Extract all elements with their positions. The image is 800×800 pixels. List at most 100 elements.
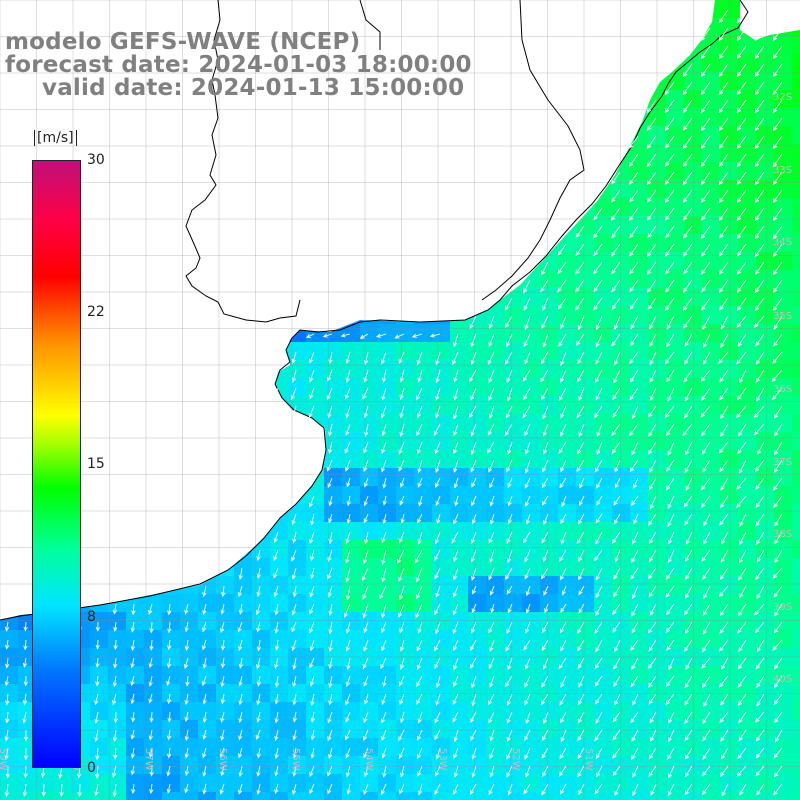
wind-arrow bbox=[646, 117, 657, 131]
wind-arrow bbox=[363, 621, 369, 634]
wind-cell bbox=[360, 450, 379, 469]
wind-arrow bbox=[398, 603, 405, 618]
wind-arrow bbox=[684, 513, 693, 526]
wind-cell bbox=[324, 468, 343, 487]
wind-arrow bbox=[718, 189, 729, 204]
wind-cell bbox=[612, 666, 631, 685]
wind-cell bbox=[774, 234, 793, 253]
wind-cell bbox=[396, 594, 415, 613]
wind-arrow bbox=[718, 279, 729, 293]
wind-cell bbox=[450, 738, 469, 757]
wind-cell bbox=[540, 522, 559, 541]
wind-arrow bbox=[238, 675, 243, 687]
wind-arrow bbox=[506, 369, 513, 384]
wind-cell bbox=[432, 504, 451, 523]
wind-arrow bbox=[631, 747, 639, 761]
wind-cell bbox=[288, 702, 307, 721]
wind-cell bbox=[756, 144, 775, 163]
wind-arrow bbox=[736, 225, 747, 240]
wind-cell bbox=[522, 756, 541, 775]
wind-cell bbox=[108, 720, 127, 739]
wind-arrow bbox=[524, 423, 531, 437]
wind-arrow bbox=[700, 225, 711, 240]
wind-arrow bbox=[721, 783, 729, 797]
wind-arrow bbox=[237, 621, 243, 633]
wind-arrow bbox=[417, 711, 423, 724]
wind-arrow bbox=[309, 675, 315, 687]
wind-arrow bbox=[718, 585, 729, 598]
lon-label: 54W bbox=[363, 748, 374, 771]
wind-cell bbox=[342, 450, 361, 469]
wind-cell bbox=[90, 792, 109, 800]
wind-arrow bbox=[41, 783, 46, 797]
wind-cell bbox=[414, 594, 433, 613]
wind-arrow bbox=[453, 765, 459, 778]
wind-arrow bbox=[487, 693, 495, 706]
wind-cell bbox=[774, 252, 793, 271]
wind-cell bbox=[288, 792, 307, 800]
wind-cell bbox=[468, 396, 487, 415]
wind-arrow bbox=[541, 477, 549, 489]
wind-arrow bbox=[701, 423, 711, 437]
wind-cell bbox=[396, 792, 415, 800]
wind-arrow bbox=[684, 621, 693, 635]
wind-cell bbox=[774, 756, 793, 775]
wind-arrow bbox=[380, 783, 387, 796]
wind-cell bbox=[216, 756, 235, 775]
wind-arrow bbox=[633, 513, 639, 525]
wind-arrow bbox=[754, 81, 765, 96]
wind-arrow bbox=[665, 693, 675, 706]
wind-cell bbox=[612, 414, 631, 433]
wind-cell bbox=[594, 522, 613, 541]
wind-cell bbox=[612, 468, 631, 487]
wind-cell bbox=[90, 738, 109, 757]
wind-cell bbox=[666, 144, 685, 163]
wind-cell bbox=[702, 54, 721, 73]
wind-arrow bbox=[418, 495, 423, 507]
wind-arrow bbox=[202, 765, 207, 777]
wind-cell bbox=[378, 396, 397, 415]
wind-arrow bbox=[327, 549, 333, 563]
forecast-date: forecast date: 2024-01-03 18:00:00 bbox=[5, 52, 472, 78]
wind-cell bbox=[414, 540, 433, 559]
wind-arrow bbox=[256, 621, 261, 633]
wind-arrow bbox=[417, 459, 423, 474]
wind-arrow bbox=[665, 153, 675, 167]
wind-arrow bbox=[664, 297, 675, 312]
wind-arrow bbox=[290, 387, 297, 401]
wind-cell bbox=[432, 522, 451, 541]
wind-arrow bbox=[560, 531, 567, 545]
wind-arrow bbox=[309, 603, 315, 615]
wind-arrow bbox=[629, 351, 639, 365]
wind-cell bbox=[702, 486, 721, 505]
wind-cell bbox=[792, 486, 800, 505]
wind-cell bbox=[576, 558, 595, 577]
wind-cell bbox=[468, 720, 487, 739]
wind-arrow bbox=[755, 567, 765, 581]
wind-cell bbox=[324, 792, 343, 800]
wind-arrow bbox=[738, 603, 747, 617]
wind-cell bbox=[396, 468, 415, 487]
wind-cell bbox=[738, 432, 757, 451]
wind-arrow bbox=[754, 459, 765, 473]
wind-cell bbox=[36, 774, 55, 793]
wind-arrow bbox=[667, 387, 675, 402]
wind-cell bbox=[504, 396, 523, 415]
wind-cell bbox=[342, 414, 361, 433]
wind-arrow bbox=[646, 99, 657, 114]
wind-cell bbox=[468, 540, 487, 559]
wind-cell bbox=[378, 774, 397, 793]
wind-cell bbox=[0, 666, 19, 685]
wind-cell bbox=[774, 432, 793, 451]
wind-arrow bbox=[23, 639, 28, 651]
wind-cell bbox=[468, 468, 487, 487]
wind-arrow bbox=[611, 297, 621, 310]
colorbar-tick-8: 8 bbox=[87, 609, 96, 625]
wind-cell bbox=[666, 558, 685, 577]
wind-cell bbox=[342, 486, 361, 505]
wind-cell bbox=[432, 612, 451, 631]
wind-arrow bbox=[523, 297, 531, 311]
wind-arrow bbox=[649, 495, 657, 510]
wind-arrow bbox=[665, 675, 675, 687]
wind-arrow bbox=[739, 783, 747, 796]
